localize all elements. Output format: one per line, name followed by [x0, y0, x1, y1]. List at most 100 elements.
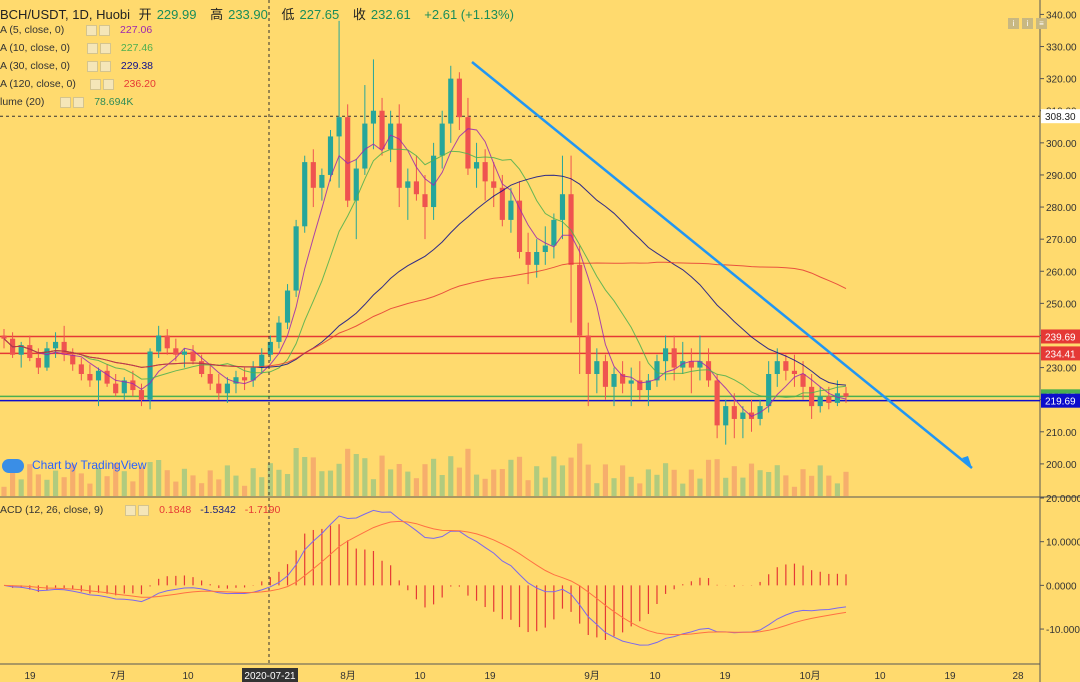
ma-line: [3, 128, 847, 417]
crosshair-date-bg: [242, 668, 298, 682]
volume-bar: [345, 448, 351, 496]
candle-body: [121, 380, 127, 394]
volume-bar: [379, 455, 385, 496]
close-icon[interactable]: [138, 504, 150, 516]
price-tick-label: 230.00: [1046, 364, 1077, 375]
settings-icon[interactable]: [86, 60, 98, 72]
price-tick-label: 270.00: [1046, 235, 1077, 246]
price-tick-label: 280.00: [1046, 203, 1077, 214]
volume-bar: [671, 469, 677, 496]
info-icon[interactable]: i: [1008, 18, 1019, 29]
indicator-value: 78.694K: [94, 96, 134, 108]
price-tag: [1041, 109, 1080, 124]
candle-body: [362, 123, 368, 169]
candle-body: [379, 110, 385, 150]
candle-body: [284, 290, 291, 323]
indicator-value: 227.06: [120, 24, 153, 36]
volume-bar: [791, 486, 798, 496]
candle-body: [319, 174, 325, 188]
volume-bar: [284, 474, 291, 496]
candle-body: [345, 117, 351, 201]
volume-bar: [448, 456, 454, 496]
settings-icon[interactable]: [86, 24, 98, 36]
volume-bar: [35, 474, 41, 496]
close-value: 232.61: [370, 7, 411, 22]
candle-body: [534, 252, 540, 265]
candle-body: [809, 386, 815, 407]
indicator-ma120[interactable]: A (120, close, 0) 236.20: [0, 76, 156, 92]
symbol-title: BCH/USDT, 1D, Huobi: [0, 7, 131, 22]
price-tick-label: 210.00: [1046, 428, 1077, 439]
volume-bar: [310, 457, 316, 496]
branding-text: Chart by TradingView: [32, 458, 147, 472]
volume-bar: [87, 483, 93, 496]
indicator-value: 229.38: [120, 60, 154, 72]
close-icon[interactable]: [99, 42, 111, 54]
volume-bar: [826, 475, 832, 496]
candle-body: [431, 155, 437, 208]
volume-bar: [276, 469, 282, 496]
candle-body: [1, 335, 7, 339]
price-tag: [1041, 329, 1080, 344]
indicator-ma30[interactable]: A (30, close, 0) 229.38: [0, 58, 153, 74]
volume-bar: [95, 468, 102, 496]
volume-bar: [121, 471, 127, 496]
volume-bar: [473, 474, 480, 496]
volume-bar: [611, 478, 617, 496]
low-value: 227.65: [299, 7, 340, 22]
low-label: 低: [281, 7, 295, 22]
tradingview-icon: [2, 458, 24, 473]
close-icon[interactable]: [99, 60, 111, 72]
close-label: 收: [352, 7, 366, 22]
volume-bar: [688, 469, 694, 496]
settings-icon[interactable]: [86, 42, 98, 54]
volume-bar: [104, 476, 110, 496]
volume-bar: [190, 475, 196, 496]
toolbar-icons: i i ≡: [1008, 13, 1050, 31]
time-tick-label: 10: [649, 671, 661, 682]
settings-icon[interactable]: [89, 78, 101, 90]
indicator-volume[interactable]: lume (20) 78.694K: [0, 94, 133, 110]
volume-bar: [499, 469, 505, 496]
candle-body: [705, 361, 712, 381]
candle-body: [199, 361, 205, 374]
volume-bar: [164, 470, 170, 496]
time-tick-label: 19: [24, 671, 36, 682]
time-tick-label: 7月: [110, 670, 126, 682]
price-tag: [1041, 346, 1080, 361]
tradingview-branding[interactable]: Chart by TradingView: [2, 458, 147, 473]
indicator-ma10[interactable]: A (10, close, 0) 227.46: [0, 40, 153, 56]
volume-bar: [422, 464, 428, 496]
close-icon[interactable]: [102, 78, 114, 90]
volume-bar: [568, 457, 574, 496]
volume-bar: [731, 466, 737, 496]
candle-body: [327, 136, 334, 175]
volume-bar: [637, 483, 643, 496]
ma-line: [3, 261, 847, 368]
time-tick-label: 19: [944, 671, 956, 682]
close-icon[interactable]: [73, 96, 85, 108]
volume-bar: [542, 477, 548, 496]
close-icon[interactable]: [99, 24, 111, 36]
volume-bar: [44, 479, 50, 496]
info-icon[interactable]: i: [1022, 18, 1033, 29]
menu-icon[interactable]: ≡: [1036, 18, 1047, 29]
candle-body: [147, 351, 153, 400]
candle-body: [413, 181, 419, 195]
candle-body: [714, 380, 720, 426]
candle-body: [156, 335, 162, 352]
time-tick-label: 10: [182, 671, 194, 682]
candle-body: [766, 374, 772, 407]
candle-body: [233, 377, 239, 384]
indicator-macd[interactable]: ACD (12, 26, close, 9) 0.1848 -1.5342 -1…: [0, 502, 280, 518]
candle-body: [190, 351, 196, 362]
change-value: +2.61 (+1.13%): [424, 7, 514, 22]
candle-body: [95, 370, 102, 381]
settings-icon[interactable]: [125, 504, 137, 516]
volume-bar: [18, 479, 24, 496]
indicator-ma5[interactable]: A (5, close, 0) 227.06: [0, 22, 152, 38]
candle-body: [508, 200, 514, 220]
settings-icon[interactable]: [60, 96, 72, 108]
indicator-value: 227.46: [120, 42, 154, 54]
